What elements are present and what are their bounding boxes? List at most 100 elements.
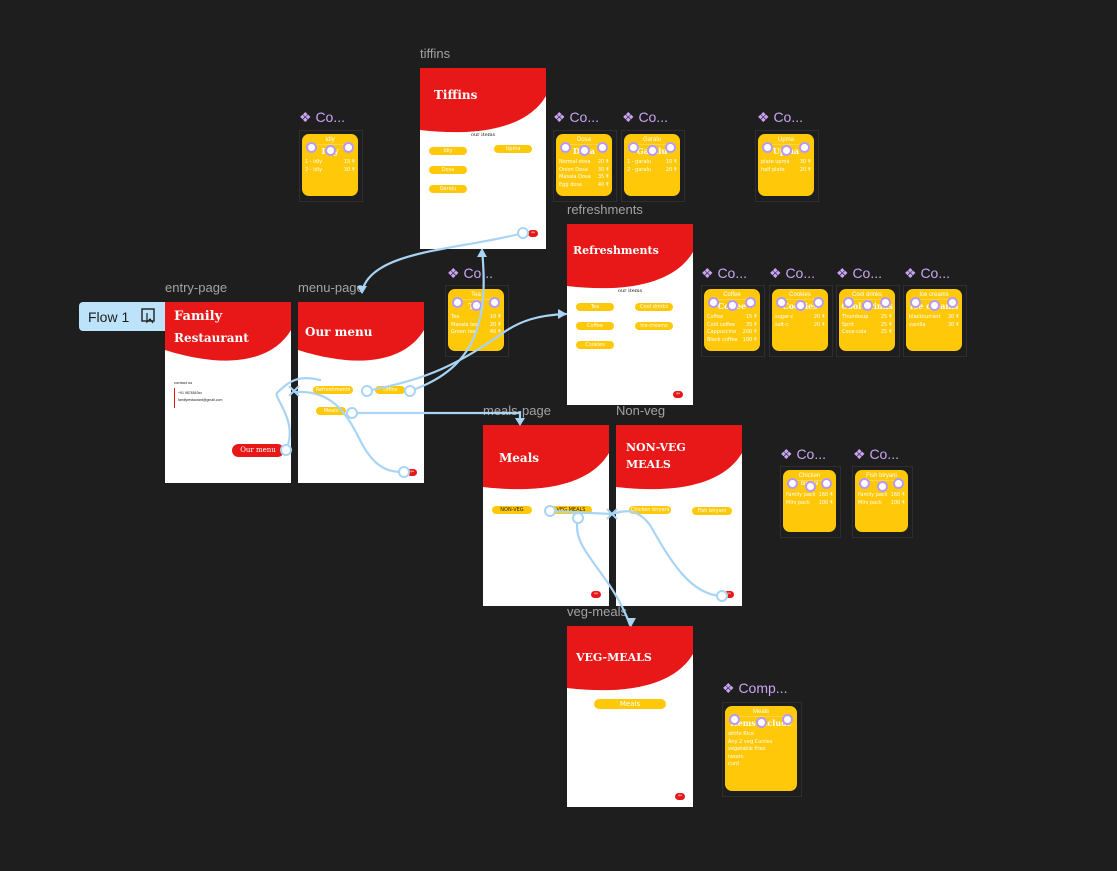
instance-handle[interactable]: [306, 142, 317, 153]
entry-page-frame[interactable]: Family Restaurant contact us +91 9876543…: [165, 302, 291, 483]
instance-handle[interactable]: [325, 145, 336, 156]
instance-handle[interactable]: [947, 297, 958, 308]
instance-handle[interactable]: [628, 142, 639, 153]
instance-handle[interactable]: [781, 145, 792, 156]
frame-label-refreshments[interactable]: refreshments: [567, 202, 643, 217]
instance-handle[interactable]: [727, 300, 738, 311]
component-row: Onion Dosa 30 ₹: [559, 167, 609, 175]
instance-handle[interactable]: [910, 297, 921, 308]
meals-item-nonveg[interactable]: NON-VEG: [492, 506, 532, 514]
back-button[interactable]: ⇦: [528, 230, 538, 237]
instance-handle[interactable]: [859, 478, 870, 489]
contact-email: familyrestaurant@gmail.com: [178, 398, 223, 402]
instance-handle[interactable]: [787, 478, 798, 489]
instance-handle[interactable]: [560, 142, 571, 153]
instance-handle[interactable]: [579, 145, 590, 156]
component-label-fish[interactable]: ❖ Co...: [853, 446, 900, 462]
component-label-chicken[interactable]: ❖ Co...: [780, 446, 827, 462]
frame-label-tiffins[interactable]: tiffins: [420, 46, 451, 61]
back-button[interactable]: ⇦: [673, 391, 683, 398]
instance-handle[interactable]: [813, 297, 824, 308]
flow-start-button[interactable]: Flow 1: [79, 302, 168, 331]
instance-handle[interactable]: [647, 145, 658, 156]
instance-handle[interactable]: [745, 297, 756, 308]
row-price: 25 ₹: [880, 321, 892, 328]
back-button[interactable]: ⇦: [675, 793, 685, 800]
instance-handle[interactable]: [876, 481, 888, 492]
component-label-icecreams[interactable]: ❖ Co...: [904, 265, 951, 281]
nonveg-frame[interactable]: NON-VEG MEALS Chicken biryani Fish birya…: [616, 425, 742, 606]
play-icon[interactable]: [141, 308, 157, 324]
refreshments-item-tea[interactable]: Tea: [576, 303, 614, 311]
refreshments-item-ice-creams[interactable]: Ice-creams: [635, 322, 673, 330]
component-label-upma[interactable]: ❖ Co...: [757, 109, 804, 125]
menu-item-tiffins[interactable]: Tiffins: [375, 386, 405, 394]
tiffins-title: Tiffins: [434, 88, 478, 102]
refreshments-frame[interactable]: Refreshments our items Tea Cool drinks C…: [567, 224, 693, 405]
refreshments-item-cool-drinks[interactable]: Cool drinks: [635, 303, 673, 311]
instance-handle[interactable]: [782, 714, 793, 725]
instance-handle[interactable]: [929, 300, 940, 311]
instance-handle[interactable]: [471, 300, 482, 311]
our-menu-button[interactable]: Our menu: [232, 444, 284, 457]
row-price: 20 ₹: [799, 166, 811, 173]
meals-page-frame[interactable]: Meals NON-VEG VEG MEALS ⇦: [483, 425, 609, 606]
component-label-idly[interactable]: ❖ Co...: [299, 109, 346, 125]
frame-label-nonveg[interactable]: Non-veg: [616, 403, 666, 418]
meals-item-veg[interactable]: VEG MEALS: [550, 506, 592, 514]
frame-label-veg[interactable]: veg-meals: [567, 604, 627, 619]
frame-label-menu[interactable]: menu-page: [298, 280, 364, 295]
component-frame-garalu: [621, 130, 685, 202]
row-label: Green tea: [451, 329, 476, 335]
tiffins-item-dosa[interactable]: Dosa: [429, 166, 467, 174]
refreshments-item-cookies[interactable]: Cookies: [576, 341, 614, 349]
frame-label-meals[interactable]: meals-page: [483, 403, 551, 418]
instance-handle[interactable]: [893, 478, 904, 489]
veg-meals-frame[interactable]: VEG-MEALS Meals ⇦: [567, 626, 693, 807]
menu-item-refreshments[interactable]: Refreshments: [313, 386, 353, 394]
instance-handle[interactable]: [804, 481, 816, 492]
veg-item-meals[interactable]: Meals: [594, 699, 666, 709]
component-label-cooldrinks[interactable]: ❖ Co...: [836, 265, 883, 281]
instance-handle[interactable]: [821, 478, 832, 489]
menu-page-frame[interactable]: Our menu Refreshments Tiffins Meals ⇦: [298, 302, 424, 483]
instance-handle[interactable]: [729, 714, 740, 725]
nonveg-item-fish[interactable]: Fish biryani: [692, 507, 732, 515]
instance-handle[interactable]: [665, 142, 676, 153]
back-button[interactable]: ⇦: [407, 469, 417, 476]
instance-handle[interactable]: [776, 297, 787, 308]
contact-heading: contact us: [174, 380, 193, 385]
instance-handle[interactable]: [708, 297, 719, 308]
instance-handle[interactable]: [762, 142, 773, 153]
instance-handle[interactable]: [597, 142, 608, 153]
tiffins-frame[interactable]: Tiffins our items Idly Upma Dosa Garalu …: [420, 68, 546, 249]
instance-handle[interactable]: [795, 300, 806, 311]
component-label-coffee[interactable]: ❖ Co...: [701, 265, 748, 281]
tiffins-item-idly[interactable]: Idly: [429, 147, 467, 155]
tiffins-item-garalu[interactable]: Garalu: [429, 185, 467, 193]
refreshments-item-coffee[interactable]: Coffee: [576, 322, 614, 330]
component-label-dosa[interactable]: ❖ Co...: [553, 109, 600, 125]
component-label-vegmeals[interactable]: ❖ Comp...: [722, 680, 788, 696]
component-label-tea[interactable]: ❖ Co...: [447, 265, 494, 281]
instance-handle[interactable]: [489, 297, 500, 308]
instance-handle[interactable]: [756, 717, 767, 728]
back-button[interactable]: ⇦: [724, 591, 734, 598]
instance-handle[interactable]: [880, 297, 891, 308]
back-button[interactable]: ⇦: [591, 591, 601, 598]
instance-handle[interactable]: [799, 142, 810, 153]
instance-handle[interactable]: [343, 142, 354, 153]
component-tab: Tea: [458, 291, 494, 300]
header-shape: [420, 68, 546, 133]
nonveg-item-chicken[interactable]: Chicken biryani: [629, 506, 671, 514]
instance-handle[interactable]: [862, 300, 873, 311]
component-label-cookies[interactable]: ❖ Co...: [769, 265, 816, 281]
row-price: 160 ₹: [818, 492, 833, 498]
instance-handle[interactable]: [843, 297, 854, 308]
component-tab: Idly: [312, 136, 348, 145]
component-label-garalu[interactable]: ❖ Co...: [622, 109, 669, 125]
tiffins-item-upma[interactable]: Upma: [494, 145, 532, 153]
frame-label-entry[interactable]: entry-page: [165, 280, 228, 295]
instance-handle[interactable]: [452, 297, 463, 308]
menu-item-meals[interactable]: Meals: [316, 407, 346, 415]
